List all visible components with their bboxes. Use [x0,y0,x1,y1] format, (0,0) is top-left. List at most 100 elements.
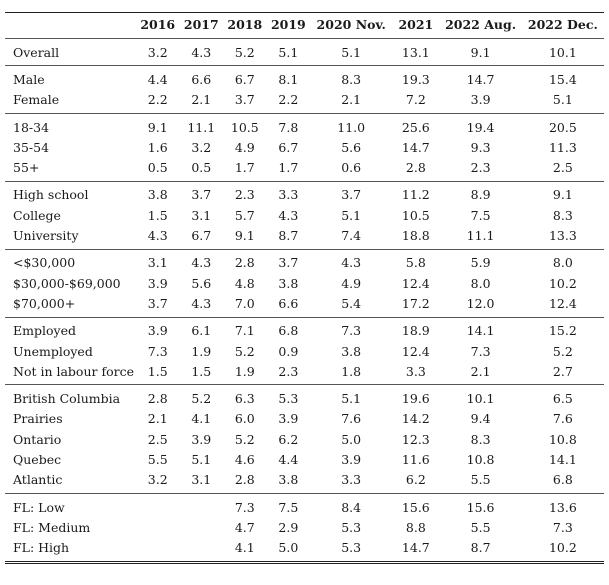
table-cell: 5.5 [147,451,168,467]
table-cell: 8.7 [470,540,491,556]
table-cell: 3.1 [191,207,212,223]
table-cell: 13.1 [401,44,430,60]
table-cell: 5.6 [341,139,362,155]
table-cell: 1.5 [147,207,168,223]
table-cell: 12.0 [466,295,495,311]
table-cell: 3.7 [147,295,168,311]
row-label: $30,000-$69,000 [13,275,121,291]
table-cell: 0.6 [341,160,362,176]
row-label: FL: High [13,540,70,556]
table-cell: 7.4 [341,228,362,244]
table-row-group: Male 4.4 6.6 6.7 8.1 8.3 19.3 14.7 15.4 Female 2.2… [5,65,604,114]
row-label: Prairies [13,411,63,427]
table-cell: 8.4 [341,499,362,515]
table-cell: 6.3 [234,391,255,407]
table-cell: 3.8 [147,187,168,203]
table-cell: 2.2 [278,92,299,108]
table-cell: 2.3 [470,160,491,176]
table-cell: 7.3 [552,519,573,535]
table-cell: 1.5 [147,363,168,379]
table-cell: 0.5 [147,160,168,176]
statistics-table: 2016 2017 2018 2019 2020 Nov. 2021 2022 … [5,12,604,564]
table-cell: 6.1 [191,323,212,339]
row-label: Employed [13,323,76,339]
table-cell: 5.2 [191,391,212,407]
table-cell: 15.2 [548,323,577,339]
row-label: Male [13,71,45,87]
table-cell: 5.7 [234,207,255,223]
table-cell: 5.3 [341,519,362,535]
table-cell: 5.1 [341,44,362,60]
table-cell: 5.1 [341,207,362,223]
table-cell: 2.5 [147,431,168,447]
table-row: <$30,000 3.1 4.3 2.8 3.7 4.3 5.8 5.9 8.0 [5,249,604,273]
table-cell: 10.5 [230,119,259,135]
table-cell: 9.1 [234,228,255,244]
table-cell: 2.3 [234,187,255,203]
table-cell: 5.2 [234,431,255,447]
table-cell: 8.8 [405,519,426,535]
table-row: British Columbia 2.8 5.2 6.3 5.3 5.1 19.6 10.1 6… [5,385,604,409]
table-cell: 6.6 [278,295,299,311]
table-cell: 10.8 [548,431,577,447]
table-row-group: FL: Low 7.3 7.5 8.4 15.6 15.6 13.6 FL: Medium 4.… [5,493,604,562]
row-label: Female [13,92,60,108]
table-cell: 6.0 [234,411,255,427]
table-cell: 3.1 [191,472,212,488]
table-cell: 7.1 [234,323,255,339]
column-header: 2021 [392,12,440,39]
table-cell: 3.2 [191,139,212,155]
table-cell: 3.9 [147,323,168,339]
row-label: Atlantic [13,472,63,488]
table-cell: 18.9 [401,323,430,339]
table-row: High school 3.8 3.7 2.3 3.3 3.7 11.2 8.9 9.1 [5,181,604,205]
table-cell: 6.2 [278,431,299,447]
table-cell: 3.7 [234,92,255,108]
table-cell: 9.1 [147,119,168,135]
table-cell: 6.7 [278,139,299,155]
table-row: 18-34 9.1 11.1 10.5 7.8 11.0 25.6 19.4 20.5 [5,113,604,137]
table-cell: 12.3 [401,431,430,447]
table-cell: 5.1 [278,44,299,60]
table-cell: 2.7 [552,363,573,379]
table-cell: 7.0 [234,295,255,311]
table-cell: 8.9 [470,187,491,203]
table-cell: 14.1 [466,323,495,339]
table-cell: 15.6 [466,499,495,515]
row-label: Quebec [13,451,62,467]
table-row-group: <$30,000 3.1 4.3 2.8 3.7 4.3 5.8 5.9 8.0 $30,000-… [5,249,604,317]
row-label: British Columbia [13,391,121,407]
table-cell: 4.9 [234,139,255,155]
table-cell: 7.5 [470,207,491,223]
table-cell: 14.2 [401,411,430,427]
table-cell: 3.7 [278,255,299,271]
column-header [5,12,136,39]
table-cell: 3.9 [341,451,362,467]
table-cell: 9.3 [470,139,491,155]
table-cell: 2.8 [405,160,426,176]
table-cell: 5.5 [470,472,491,488]
table-cell: 4.1 [191,411,212,427]
header-row: 2016 2017 2018 2019 2020 Nov. 2021 2022 … [5,12,604,39]
table-cell: 3.8 [278,275,299,291]
table-cell: 4.7 [234,519,255,535]
table-row-group: Overall 3.2 4.3 5.2 5.1 5.1 13.1 9.1 10.1 [5,39,604,66]
table-cell: 5.5 [470,519,491,535]
table-cell: 2.8 [234,472,255,488]
table-row-group: High school 3.8 3.7 2.3 3.3 3.7 11.2 8.9 9.1 Coll… [5,181,604,249]
table-cell: 3.9 [191,431,212,447]
row-label: Not in labour force [13,363,134,379]
table-cell: 4.8 [234,275,255,291]
table-cell: 14.7 [466,71,495,87]
table-cell: 12.4 [401,343,430,359]
table-cell: 10.5 [401,207,430,223]
table-cell: 1.7 [234,160,255,176]
table-row: FL: High 4.1 5.0 5.3 14.7 8.7 10.2 [5,538,604,563]
table-cell: 5.9 [470,255,491,271]
table-cell: 2.9 [278,519,299,535]
table-cell: 0.5 [191,160,212,176]
table-cell: 10.1 [466,391,495,407]
table-cell: 4.1 [234,540,255,556]
row-label: College [13,207,61,223]
table-cell: 4.3 [278,207,299,223]
